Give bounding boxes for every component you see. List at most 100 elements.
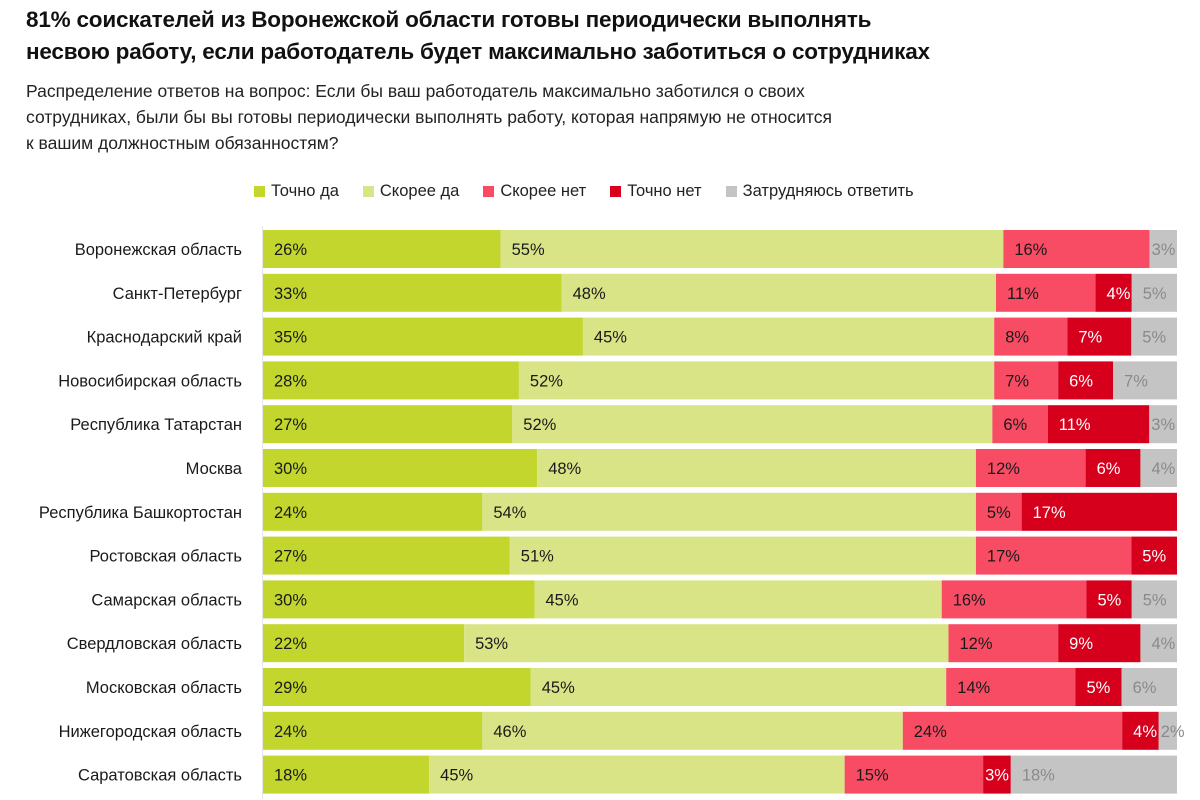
subtitle-line-2: сотрудниках, были бы вы готовы периодиче…	[26, 107, 832, 127]
bar-segment	[946, 668, 1076, 706]
bar-segment	[975, 449, 1086, 487]
bar-segment	[1149, 405, 1177, 444]
data-label: 45%	[594, 329, 627, 347]
legend-item: Затрудняюсь ответить	[725, 182, 914, 201]
data-label: 5%	[1142, 329, 1166, 347]
category-label: Санкт-Петербург	[113, 285, 242, 303]
data-label: 24%	[274, 504, 307, 522]
category-label: Самарская область	[91, 591, 242, 609]
bar-segment	[948, 624, 1059, 663]
bar-row: Республика Башкортостан 24% 54% 5% 17%	[39, 492, 1177, 531]
data-label: 7%	[1124, 372, 1148, 390]
bar-row: Самарская область 30% 45% 16% 5% 5%	[91, 580, 1177, 619]
data-label: 46%	[493, 723, 526, 741]
bar-segment	[530, 668, 947, 706]
data-label: 33%	[274, 285, 307, 303]
bar-segment	[561, 273, 997, 312]
data-label: 52%	[523, 416, 556, 434]
category-label: Республика Татарстан	[70, 416, 242, 434]
bar-segment	[1058, 361, 1114, 400]
bar-segment	[263, 361, 519, 400]
data-label: 17%	[1033, 504, 1066, 522]
bar-segment	[994, 317, 1068, 356]
legend-item: Точно нет	[610, 182, 702, 201]
bar-segment	[1131, 536, 1177, 575]
category-label: Саратовская область	[78, 767, 242, 785]
bar-segment	[1010, 755, 1177, 794]
data-label: 5%	[1142, 548, 1166, 566]
legend-item: Скорее нет	[483, 182, 586, 201]
data-label: 48%	[573, 285, 606, 303]
bar-row: Санкт-Петербург 33% 48% 11% 4% 5%	[113, 273, 1177, 312]
data-label: 45%	[440, 767, 473, 785]
bar-segment	[263, 492, 483, 531]
bar-segment	[1158, 711, 1177, 750]
category-label: Новосибирская область	[58, 372, 242, 390]
bar-segment	[429, 755, 845, 794]
data-label: 6%	[1069, 372, 1093, 390]
legend-swatch	[362, 186, 374, 197]
bar-segment	[263, 668, 531, 706]
category-label: Краснодарский край	[87, 329, 242, 347]
bar-segment	[994, 361, 1059, 400]
bar-segment	[1131, 273, 1177, 312]
bar-row: Московская область 29% 45% 14% 5% 6%	[86, 668, 1177, 706]
data-label: 4%	[1107, 285, 1131, 303]
bar-segment	[263, 230, 501, 268]
data-label: 27%	[274, 548, 307, 566]
data-label: 53%	[475, 635, 508, 653]
bar-segment	[263, 536, 510, 575]
bar-segment	[1121, 668, 1177, 706]
data-label: 4%	[1151, 460, 1175, 478]
bar-segment	[464, 624, 949, 663]
data-label: 45%	[542, 679, 575, 697]
data-label: 3%	[985, 767, 1009, 785]
chart-title: 81% соискателей из Воронежской области г…	[26, 4, 1186, 68]
bar-segment	[975, 492, 1022, 531]
legend-swatch	[254, 186, 265, 197]
bar-segment	[263, 405, 513, 444]
chart-subtitle: Распределение ответов на вопрос: Если бы…	[26, 78, 926, 156]
bar-segment	[537, 449, 976, 487]
data-label: 52%	[530, 372, 563, 390]
bar-segment	[1122, 711, 1159, 750]
bar-row: Нижегородская область 24% 46% 24% 4% 2%	[59, 711, 1185, 750]
bar-segment	[482, 711, 903, 750]
data-label: 5%	[1143, 591, 1167, 609]
bar-segment	[1085, 449, 1141, 487]
subtitle-line-3: к вашим должностным обязанностям?	[26, 133, 339, 153]
data-label: 12%	[987, 460, 1020, 478]
bar-segment	[1140, 449, 1177, 487]
legend-swatch	[610, 186, 622, 197]
data-label: 11%	[1059, 416, 1091, 434]
bar-segment	[482, 492, 976, 531]
data-label: 4%	[1133, 723, 1157, 741]
bar-segment	[1058, 624, 1141, 663]
data-label: 4%	[1151, 635, 1175, 653]
data-label: 5%	[1098, 591, 1122, 609]
subtitle-line-1: Распределение ответов на вопрос: Если бы…	[26, 81, 805, 101]
bar-row: Республика Татарстан 27% 52% 6% 11% 3%	[70, 405, 1177, 444]
title-line-1: 81% соискателей из Воронежской области г…	[26, 7, 872, 32]
data-label: 14%	[957, 679, 990, 697]
data-label: 24%	[274, 723, 307, 741]
legend-item: Скорее да	[362, 182, 459, 201]
bar-segment	[1149, 230, 1177, 268]
data-label: 7%	[1005, 372, 1029, 390]
bar-segment	[512, 405, 993, 444]
data-label: 16%	[1014, 241, 1047, 259]
chart-legend: Точно да Скорее да Скорее нет Точно нет Затр…	[254, 182, 938, 201]
title-line-2: несвою работу, если работодатель будет м…	[26, 39, 930, 64]
category-label: Свердловская область	[67, 635, 242, 653]
data-label: 55%	[512, 241, 545, 259]
bar-segment	[1140, 624, 1177, 663]
category-label: Республика Башкортостан	[39, 504, 242, 522]
data-label: 18%	[1022, 767, 1055, 785]
data-label: 3%	[1151, 416, 1175, 434]
legend-label: Затрудняюсь ответить	[742, 182, 914, 200]
data-label: 30%	[274, 460, 307, 478]
data-label: 5%	[1086, 679, 1110, 697]
data-label: 28%	[274, 372, 307, 390]
bar-segment	[582, 317, 995, 356]
legend-label: Точно нет	[627, 182, 702, 200]
